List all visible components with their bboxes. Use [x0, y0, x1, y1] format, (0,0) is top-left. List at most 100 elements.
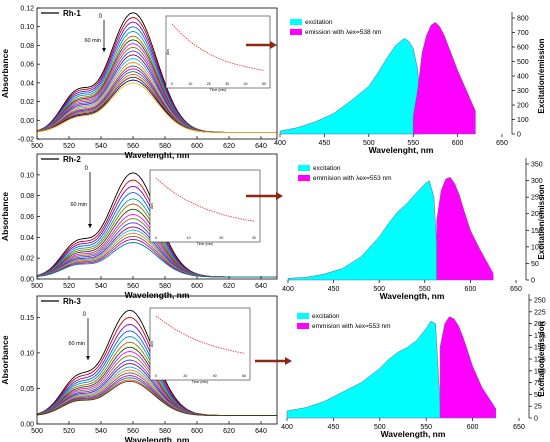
- plot-frame: [36, 7, 278, 140]
- x-tick-label: 600: [191, 283, 203, 290]
- x-tick-label: 560: [127, 283, 139, 290]
- legend-label: excitation: [313, 165, 341, 172]
- x-tick-label: 540: [95, 428, 107, 435]
- inset-x-tick-label: 20: [183, 374, 187, 378]
- x-axis-label: Wavelength, nm: [380, 291, 445, 301]
- x-axis-label: Wavelength, nm: [125, 290, 190, 300]
- y-axis-label: Absorbance: [0, 335, 10, 384]
- y-tick-label: 0.02: [20, 256, 34, 263]
- y-tick-label: 200: [517, 103, 529, 110]
- x-axis-label: Wavelenght, nm: [125, 150, 190, 160]
- emission-area: [412, 21, 476, 135]
- inset-decay-curve: [155, 315, 245, 354]
- excitation-emission-panel-1: 400 450 500 550 600 650 0 100 200 300 400 500 600 700…: [274, 12, 546, 155]
- inset-x-tick-label: 0: [171, 82, 173, 86]
- y-tick-label: 150: [531, 228, 543, 235]
- y-tick-label: 400: [517, 74, 529, 81]
- x-tick-label: 580: [159, 143, 171, 150]
- inset-y-label: Abs: [150, 341, 154, 347]
- x-tick-label: 640: [255, 143, 267, 150]
- spectrum-line: [36, 82, 277, 133]
- inset-x-tick-label: 10: [187, 236, 191, 240]
- time-start-label: 0: [99, 14, 103, 20]
- transition-arrow-head: [276, 192, 283, 200]
- y-tick-label: 0.04: [20, 235, 34, 242]
- transition-arrow: [246, 41, 277, 49]
- legend-label: excitation: [305, 19, 333, 26]
- absorbance-panel-2: 500 520 540 560 580 600 620 640 0.00 0.02 0.04 0.06…: [0, 153, 278, 300]
- inset-x-tick-label: 50: [262, 82, 266, 86]
- y-tick-label: 0.00: [20, 277, 34, 284]
- x-tick-label: 580: [159, 428, 171, 435]
- y-axis-label: Excitation/emission: [537, 38, 546, 113]
- x-tick-label: 500: [31, 143, 43, 150]
- inset-x-tick-label: 0: [155, 374, 157, 378]
- x-tick-label: 620: [223, 428, 235, 435]
- y-tick-label: 600: [517, 45, 529, 52]
- y-tick-label: 0.04: [20, 80, 34, 87]
- x-tick-label: 650: [513, 424, 525, 431]
- transition-arrow: [246, 192, 283, 200]
- time-arrow-head: [102, 48, 106, 52]
- x-tick-label: 450: [328, 424, 340, 431]
- excitation-area: [279, 37, 423, 135]
- inset-frame: [165, 15, 271, 89]
- y-tick-label: 0: [517, 132, 521, 139]
- y-tick-label: 0.00: [20, 118, 34, 125]
- inset: 0 10 20 30 40 50 Time (min) Abs: [165, 15, 271, 92]
- x-tick-label: 650: [510, 286, 522, 293]
- x-tick-label: 560: [127, 143, 139, 150]
- excitation-emission-panel-3: 400 450 500 550 600 650 0 25 50 75 100 125 150 175 200…: [281, 294, 546, 439]
- y-tick-label: 0.10: [20, 24, 34, 31]
- x-tick-label: 500: [31, 283, 43, 290]
- y-tick-label: 300: [517, 88, 529, 95]
- y-tick-label: 250: [531, 195, 543, 202]
- inset-x-tick-label: 40: [244, 82, 248, 86]
- y-tick-label: 300: [531, 178, 543, 185]
- inset-x-tick-label: 20: [219, 236, 223, 240]
- x-tick-label: 620: [223, 143, 235, 150]
- inset-x-label: Time (min): [210, 88, 227, 92]
- excitation-area: [287, 180, 437, 281]
- x-tick-label: 550: [420, 424, 432, 431]
- transition-arrow-head: [270, 41, 277, 49]
- y-tick-label: 200: [531, 211, 543, 218]
- legend-swatch: [297, 323, 309, 329]
- y-axis-label: Absorbance: [0, 192, 10, 241]
- x-tick-label: 640: [255, 428, 267, 435]
- y-tick-label: 0: [531, 278, 535, 285]
- x-tick-label: 650: [496, 140, 508, 147]
- legend-swatch: [298, 165, 310, 171]
- x-tick-label: 600: [452, 140, 464, 147]
- x-axis-label: Wavelength, nm: [125, 435, 190, 442]
- time-arrow-head: [86, 356, 90, 360]
- inset: 0 10 20 30 Time (min) Abs: [149, 169, 261, 246]
- legend-swatch: [297, 313, 309, 319]
- x-tick-label: 450: [319, 140, 331, 147]
- x-tick-label: 500: [363, 140, 375, 147]
- x-tick-label: 520: [63, 283, 75, 290]
- y-tick-label: -0.02: [18, 137, 34, 144]
- x-tick-label: 400: [281, 424, 293, 431]
- inset-frame: [149, 169, 261, 243]
- legend-swatch: [290, 29, 302, 35]
- inset-x-label: Time (min): [192, 380, 209, 384]
- y-tick-label: 0.05: [20, 386, 34, 393]
- legend-swatch: [298, 175, 310, 181]
- y-tick-label: 700: [517, 30, 529, 37]
- y-tick-label: 250: [534, 298, 546, 305]
- y-tick-label: 50: [531, 261, 539, 268]
- x-tick-label: 500: [374, 424, 386, 431]
- legend-label: Rh-2: [63, 155, 81, 164]
- y-axis-label: Excitation/emission: [537, 321, 546, 396]
- inset-x-tick-label: 40: [213, 374, 217, 378]
- inset-frame: [149, 307, 251, 381]
- y-tick-label: 0.10: [20, 172, 34, 179]
- x-tick-label: 550: [419, 286, 431, 293]
- excitation-emission-panel-2: 400 450 500 550 600 650 0 50 100 150 200 250 300 350 W…: [282, 158, 546, 301]
- y-tick-label: 350: [531, 162, 543, 169]
- inset-x-tick-label: 60: [242, 374, 246, 378]
- y-tick-label: 175: [534, 333, 546, 340]
- transition-arrow-head: [285, 357, 292, 365]
